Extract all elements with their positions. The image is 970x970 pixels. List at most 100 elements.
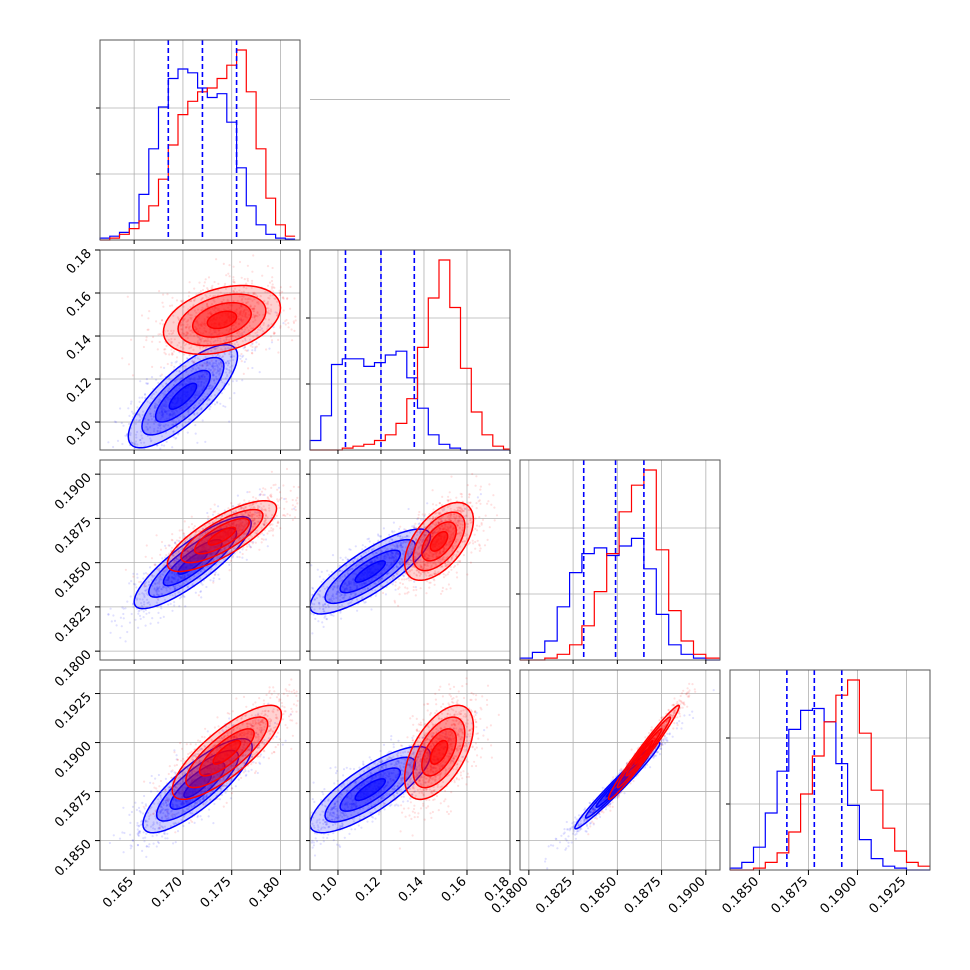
density-fill-blue bbox=[183, 773, 212, 798]
y-tick-label: 0.1900 bbox=[52, 470, 95, 513]
contour-red bbox=[412, 511, 466, 572]
density-panel-0-3 bbox=[99, 669, 301, 871]
y-tick-label: 0.12 bbox=[64, 375, 95, 406]
y-tick-label: 0.10 bbox=[64, 418, 95, 449]
histogram-red-2 bbox=[520, 469, 720, 661]
contour-red bbox=[403, 704, 475, 801]
contour-red bbox=[198, 728, 255, 777]
contour-red bbox=[429, 739, 449, 765]
contour-red bbox=[616, 716, 672, 789]
contour-blue bbox=[324, 538, 417, 605]
density-fill-red bbox=[430, 740, 448, 765]
contour-blue bbox=[339, 767, 402, 812]
x-tick-label: 0.14 bbox=[396, 874, 427, 905]
contour-red bbox=[412, 716, 466, 789]
contour-red bbox=[171, 704, 283, 801]
contour-blue bbox=[183, 773, 212, 799]
contour-red bbox=[421, 521, 457, 562]
contour-blue bbox=[168, 382, 198, 410]
x-tick-label: 0.1850 bbox=[719, 874, 762, 917]
x-tick-label: 0.1875 bbox=[622, 874, 665, 917]
density-fill-red bbox=[207, 311, 237, 329]
histogram-panel-0 bbox=[96, 39, 301, 244]
y-tick-label: 0.1850 bbox=[52, 837, 95, 880]
contour-blue bbox=[154, 369, 211, 423]
contour-blue bbox=[169, 761, 226, 810]
x-tick-label: 0.10 bbox=[310, 874, 341, 905]
contour-red bbox=[634, 739, 654, 765]
histogram-red-1 bbox=[310, 259, 510, 451]
density-fill-blue bbox=[169, 383, 197, 410]
density-fill-red bbox=[213, 740, 241, 765]
x-tick-label: 0.1850 bbox=[577, 874, 620, 917]
contour-blue bbox=[162, 538, 223, 587]
contour-blue bbox=[339, 549, 402, 594]
contour-red bbox=[193, 517, 251, 555]
histogram-blue-1 bbox=[309, 350, 510, 451]
contour-red bbox=[166, 499, 278, 573]
contour-red bbox=[177, 293, 267, 347]
x-tick-label: 0.1900 bbox=[817, 874, 860, 917]
y-tick-label: 0.1900 bbox=[52, 739, 95, 782]
histogram-red-3 bbox=[730, 679, 930, 871]
x-tick-label: 0.1825 bbox=[533, 874, 576, 917]
contour-blue bbox=[354, 778, 387, 802]
x-tick-label: 0.1925 bbox=[867, 874, 910, 917]
contour-blue bbox=[324, 756, 417, 823]
contour-blue bbox=[127, 343, 239, 449]
histogram-panel-3 bbox=[726, 669, 931, 871]
y-tick-label: 0.1825 bbox=[52, 603, 95, 646]
y-tick-label: 0.1850 bbox=[52, 559, 95, 602]
contour-red bbox=[625, 728, 663, 777]
histogram-panel-1 bbox=[306, 99, 511, 454]
x-tick-label: 0.180 bbox=[246, 874, 283, 911]
y-tick-label: 0.1925 bbox=[52, 690, 95, 733]
density-panel-1-3 bbox=[306, 669, 511, 871]
histogram-panel-2 bbox=[516, 459, 721, 664]
contour-red bbox=[607, 704, 681, 801]
contour-red bbox=[421, 728, 457, 777]
contour-blue bbox=[354, 560, 387, 583]
y-tick-label: 0.18 bbox=[64, 246, 95, 277]
y-tick-label: 0.1875 bbox=[52, 515, 95, 558]
contour-red bbox=[180, 508, 264, 564]
contour-blue bbox=[605, 774, 629, 798]
histogram-blue-2 bbox=[519, 537, 720, 661]
contour-red bbox=[207, 526, 237, 546]
contour-red bbox=[206, 310, 238, 330]
contour-red bbox=[429, 530, 449, 552]
x-tick-label: 0.1875 bbox=[768, 874, 811, 917]
contour-blue bbox=[310, 745, 432, 834]
density-panel-1-2 bbox=[306, 459, 511, 664]
density-panel-2-3 bbox=[516, 669, 721, 871]
y-tick-label: 0.1800 bbox=[52, 647, 95, 690]
contour-blue bbox=[310, 528, 432, 615]
x-tick-label: 0.175 bbox=[198, 874, 235, 911]
contour-blue bbox=[177, 550, 209, 575]
y-tick-label: 0.1875 bbox=[52, 788, 95, 831]
x-tick-label: 0.1900 bbox=[666, 874, 709, 917]
density-fill-red bbox=[430, 531, 448, 552]
contour-red bbox=[191, 301, 252, 338]
contour-blue bbox=[148, 527, 238, 598]
contour-red bbox=[212, 739, 242, 765]
x-tick-label: 0.165 bbox=[100, 874, 137, 911]
contour-red bbox=[185, 716, 269, 789]
x-tick-label: 0.170 bbox=[149, 874, 186, 911]
contour-blue bbox=[142, 737, 253, 834]
contour-red bbox=[403, 501, 475, 582]
histogram-blue-3 bbox=[729, 707, 930, 871]
contour-blue bbox=[133, 515, 252, 610]
x-tick-label: 0.12 bbox=[353, 874, 384, 905]
density-panel-0-2 bbox=[99, 459, 301, 664]
density-fill-blue bbox=[355, 560, 386, 583]
y-tick-label: 0.14 bbox=[64, 332, 95, 363]
contour-blue bbox=[141, 356, 225, 436]
density-fill-blue bbox=[355, 778, 386, 801]
x-tick-label: 0.16 bbox=[439, 874, 470, 905]
y-tick-label: 0.16 bbox=[64, 289, 95, 320]
density-fill-red bbox=[635, 740, 653, 765]
density-fill-red bbox=[208, 527, 236, 545]
density-panel-0-1 bbox=[99, 249, 301, 454]
